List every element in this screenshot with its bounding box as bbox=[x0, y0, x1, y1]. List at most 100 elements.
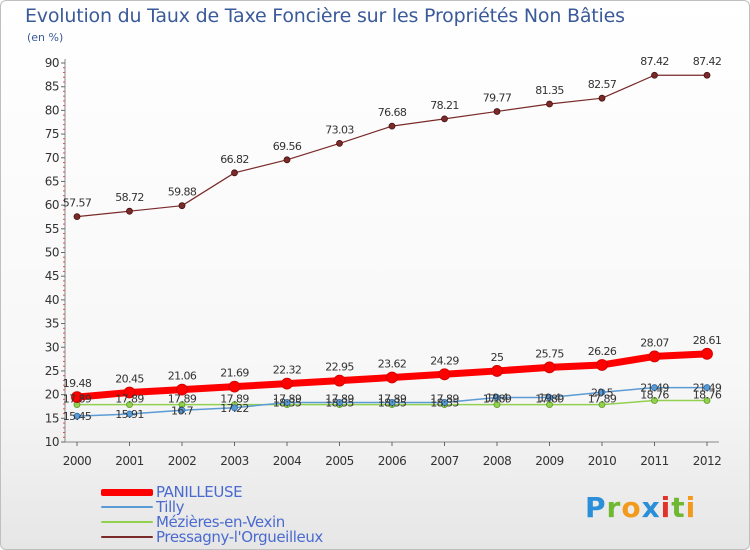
x-tick-label: 2001 bbox=[115, 454, 144, 468]
y-tick-label: 50 bbox=[45, 246, 59, 260]
legend-label: Mézières-en-Vexin bbox=[156, 513, 285, 531]
data-point bbox=[228, 380, 241, 393]
data-label: 17.89 bbox=[168, 393, 197, 406]
legend-swatch bbox=[101, 488, 153, 496]
data-point bbox=[176, 383, 188, 396]
data-label: 17.22 bbox=[220, 402, 249, 415]
logo-letter: t bbox=[671, 491, 686, 524]
y-tick-label: 10 bbox=[45, 435, 59, 449]
data-label: 87.42 bbox=[693, 55, 722, 68]
data-label: 22.95 bbox=[325, 361, 354, 374]
y-tick-label: 70 bbox=[45, 151, 59, 165]
data-label: 17.89 bbox=[535, 393, 564, 406]
data-point bbox=[336, 399, 343, 406]
data-label: 17.89 bbox=[483, 393, 512, 406]
logo-letter: x bbox=[641, 491, 661, 524]
data-point bbox=[281, 377, 293, 390]
legend-label: Tilly bbox=[156, 498, 185, 516]
x-tick-label: 2010 bbox=[588, 454, 617, 468]
chart-title: Evolution du Taux de Taxe Foncière sur l… bbox=[25, 5, 625, 27]
data-point bbox=[73, 213, 81, 221]
data-label: 79.77 bbox=[483, 91, 512, 104]
data-point bbox=[598, 388, 606, 396]
x-tick-label: 2008 bbox=[483, 454, 512, 468]
data-point bbox=[283, 156, 291, 164]
data-point bbox=[703, 384, 711, 391]
data-label: 66.82 bbox=[220, 153, 249, 166]
logo-letter: P bbox=[585, 491, 607, 524]
data-point bbox=[441, 399, 448, 406]
x-tick-label: 2007 bbox=[430, 454, 459, 468]
data-label: 87.42 bbox=[640, 55, 669, 68]
data-label: 23.62 bbox=[378, 357, 407, 370]
y-tick-label: 65 bbox=[45, 174, 59, 188]
data-point bbox=[336, 139, 343, 147]
data-label: 78.21 bbox=[430, 99, 459, 112]
x-tick-label: 2000 bbox=[63, 454, 92, 468]
data-point bbox=[493, 108, 501, 115]
data-label: 19.48 bbox=[63, 377, 92, 390]
data-label: 59.88 bbox=[168, 186, 197, 199]
data-label: 21.69 bbox=[220, 367, 249, 380]
data-label: 25 bbox=[491, 351, 504, 364]
data-point bbox=[388, 122, 396, 130]
proxiti-logo: Proxiti bbox=[585, 491, 696, 524]
data-label: 17.89 bbox=[63, 393, 92, 406]
data-label: 20.45 bbox=[115, 372, 144, 385]
legend-swatch bbox=[101, 521, 153, 523]
data-label: 17.89 bbox=[115, 393, 144, 406]
data-label: 17.89 bbox=[588, 393, 617, 406]
y-tick-label: 90 bbox=[45, 56, 59, 70]
y-tick-label: 15 bbox=[45, 411, 59, 425]
data-point bbox=[598, 401, 606, 409]
x-tick-label: 2009 bbox=[535, 454, 564, 468]
data-point bbox=[126, 207, 133, 215]
data-label: 26.26 bbox=[588, 345, 617, 358]
data-label: 82.57 bbox=[588, 78, 617, 91]
data-point bbox=[493, 394, 501, 401]
y-tick-label: 80 bbox=[45, 103, 59, 117]
data-label: 21.49 bbox=[693, 382, 722, 395]
data-label: 17.89 bbox=[430, 393, 459, 406]
data-label: 81.35 bbox=[535, 84, 564, 97]
data-point bbox=[701, 347, 713, 360]
data-label: 22.32 bbox=[273, 364, 302, 377]
legend-label: PANILLEUSE bbox=[156, 483, 243, 501]
data-point bbox=[596, 359, 608, 371]
data-point bbox=[438, 368, 451, 381]
unit-label: (en %) bbox=[27, 31, 64, 44]
data-point bbox=[651, 71, 658, 79]
data-label: 18.35 bbox=[378, 396, 407, 409]
data-point bbox=[546, 100, 553, 108]
data-label: 24.29 bbox=[430, 354, 459, 367]
data-label: 28.07 bbox=[640, 336, 669, 349]
data-point bbox=[543, 361, 556, 374]
data-point bbox=[648, 350, 661, 363]
data-point bbox=[386, 371, 398, 384]
logo-letter: o bbox=[621, 491, 642, 524]
data-point bbox=[123, 386, 136, 399]
data-label: 57.57 bbox=[63, 197, 92, 210]
data-label: 18.76 bbox=[693, 388, 722, 401]
data-point bbox=[126, 401, 133, 409]
data-point bbox=[651, 384, 658, 391]
data-label: 69.56 bbox=[273, 140, 302, 153]
data-point bbox=[283, 399, 291, 406]
x-tick-label: 2006 bbox=[378, 454, 407, 468]
legend-label: Pressagny-l'Orgueilleux bbox=[156, 528, 323, 546]
data-point bbox=[493, 401, 501, 409]
data-point bbox=[231, 169, 238, 177]
y-tick-label: 60 bbox=[45, 198, 59, 212]
data-label: 25.75 bbox=[535, 347, 564, 360]
x-tick-label: 2003 bbox=[220, 454, 249, 468]
x-tick-label: 2011 bbox=[640, 454, 669, 468]
logo-letter: i bbox=[685, 491, 697, 524]
data-label: 73.03 bbox=[325, 123, 354, 136]
y-tick-label: 40 bbox=[45, 293, 59, 307]
y-tick-label: 75 bbox=[45, 127, 59, 141]
data-label: 19.4 bbox=[538, 391, 561, 404]
data-label: 18.35 bbox=[430, 396, 459, 409]
data-label: 58.72 bbox=[115, 191, 144, 204]
